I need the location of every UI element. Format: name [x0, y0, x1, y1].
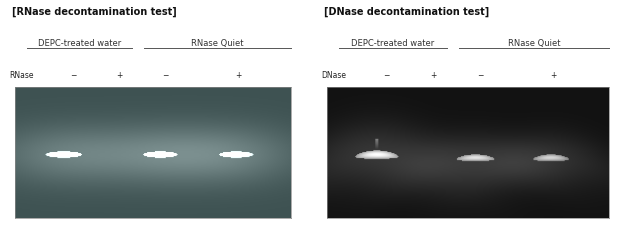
Text: DEPC-treated water: DEPC-treated water: [351, 39, 435, 48]
Text: RNase Quiet: RNase Quiet: [508, 39, 560, 48]
Text: DEPC-treated water: DEPC-treated water: [38, 39, 121, 48]
Text: +: +: [116, 71, 122, 80]
Text: RNase Quiet: RNase Quiet: [191, 39, 243, 48]
Text: −: −: [383, 71, 389, 80]
Text: RNase: RNase: [9, 71, 34, 80]
Text: −: −: [162, 71, 168, 80]
Text: +: +: [550, 71, 557, 80]
Text: +: +: [431, 71, 437, 80]
Text: −: −: [70, 71, 76, 80]
Text: [DNase decontamination test]: [DNase decontamination test]: [324, 7, 489, 17]
Text: [RNase decontamination test]: [RNase decontamination test]: [12, 7, 177, 17]
Text: −: −: [477, 71, 484, 80]
Text: DNase: DNase: [321, 71, 346, 80]
Text: +: +: [235, 71, 241, 80]
